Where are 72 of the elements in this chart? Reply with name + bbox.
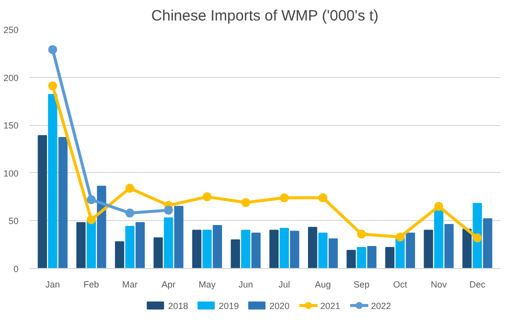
point bbox=[48, 81, 58, 90]
point bbox=[86, 215, 96, 224]
point bbox=[434, 202, 444, 211]
bar bbox=[462, 228, 472, 268]
bar bbox=[346, 250, 356, 268]
legend-label: 2018 bbox=[168, 301, 188, 311]
legend-label: 2019 bbox=[218, 301, 239, 311]
point bbox=[396, 232, 405, 242]
point bbox=[280, 193, 289, 202]
point bbox=[318, 193, 328, 202]
bar bbox=[76, 222, 86, 268]
bar bbox=[192, 230, 202, 268]
x-tick-label: Sep bbox=[354, 280, 370, 290]
point bbox=[472, 233, 482, 242]
point bbox=[164, 206, 173, 215]
bar bbox=[86, 220, 96, 268]
y-tick-label: 50 bbox=[8, 216, 19, 226]
bar bbox=[269, 230, 279, 268]
bar bbox=[38, 135, 47, 268]
x-tick-label: Mar bbox=[122, 280, 138, 290]
point bbox=[48, 45, 58, 54]
bar bbox=[125, 226, 134, 268]
x-tick-label: Jun bbox=[238, 280, 253, 290]
bar bbox=[280, 228, 289, 268]
bar bbox=[318, 232, 328, 268]
y-tick-label: 150 bbox=[3, 120, 19, 131]
bar bbox=[483, 218, 492, 268]
x-tick-label: Dec bbox=[469, 280, 486, 290]
y-tick-label: 250 bbox=[3, 25, 19, 35]
y-tick-label: 200 bbox=[3, 72, 19, 83]
chart-title: Chinese Imports of WMP ('000's t) bbox=[151, 8, 378, 24]
point bbox=[86, 195, 96, 204]
bar bbox=[367, 246, 376, 268]
bar bbox=[164, 217, 174, 268]
x-tick-label: Aug bbox=[314, 280, 331, 290]
bar bbox=[241, 230, 250, 268]
x-tick-label: Apr bbox=[161, 280, 176, 290]
point bbox=[241, 198, 250, 208]
x-tick-label: Jan bbox=[45, 280, 60, 290]
bar bbox=[308, 226, 318, 268]
bar bbox=[202, 230, 212, 268]
legend-label: 2021 bbox=[320, 301, 340, 311]
point bbox=[202, 192, 212, 202]
bar bbox=[154, 237, 163, 268]
bar bbox=[251, 232, 261, 268]
point bbox=[125, 184, 134, 193]
bar bbox=[385, 246, 394, 268]
bar bbox=[328, 238, 338, 268]
bar bbox=[114, 241, 124, 268]
bar bbox=[230, 239, 240, 268]
y-tick-label: 100 bbox=[3, 168, 19, 178]
bar bbox=[406, 232, 416, 268]
bar bbox=[58, 137, 68, 268]
point bbox=[357, 230, 366, 239]
bar bbox=[444, 224, 454, 268]
legend-label: 2022 bbox=[370, 301, 392, 311]
x-tick-label: Jul bbox=[278, 280, 290, 290]
bar bbox=[48, 94, 58, 268]
x-tick-label: Oct bbox=[393, 280, 408, 290]
x-tick-label: May bbox=[198, 280, 216, 290]
x-tick-label: Feb bbox=[84, 280, 100, 290]
y-tick-label: 0 bbox=[13, 264, 19, 274]
x-tick-label: Nov bbox=[430, 280, 448, 290]
bar bbox=[434, 210, 444, 268]
bar bbox=[290, 230, 300, 268]
bar bbox=[174, 206, 184, 268]
legend-label: 2020 bbox=[270, 301, 290, 311]
point bbox=[125, 208, 134, 218]
bar bbox=[212, 224, 222, 268]
bar bbox=[424, 230, 434, 268]
bar bbox=[136, 222, 145, 268]
bar bbox=[356, 246, 366, 268]
